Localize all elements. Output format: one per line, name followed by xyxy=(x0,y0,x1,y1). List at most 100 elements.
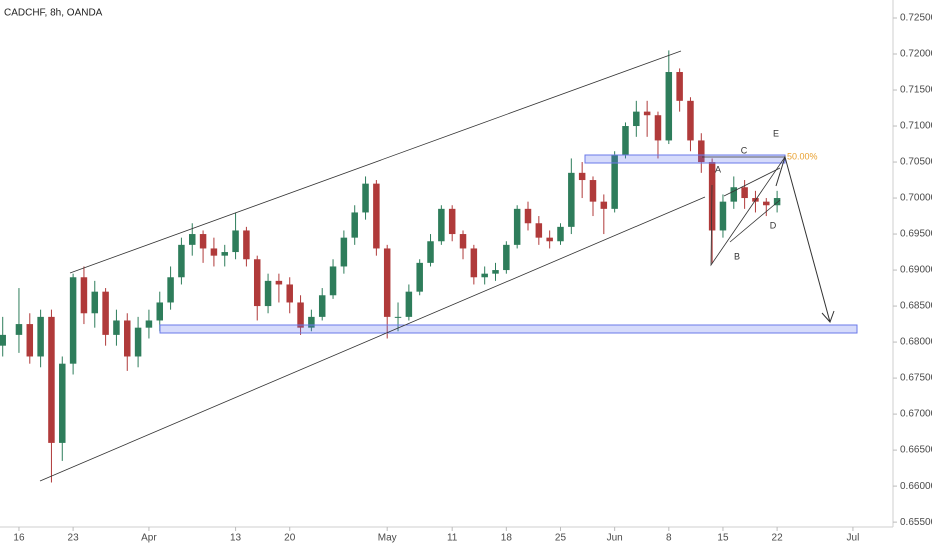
channel-top xyxy=(69,50,682,274)
candle-body xyxy=(351,212,358,238)
candle-body xyxy=(503,244,510,271)
x-tick-label: 18 xyxy=(501,533,513,544)
candle-body xyxy=(275,280,283,285)
x-tick-label: 22 xyxy=(772,533,784,544)
candle-body xyxy=(405,291,413,317)
candle-body xyxy=(416,262,423,292)
resistance-zone xyxy=(584,154,786,164)
wave-label: B xyxy=(734,251,740,261)
channel-bottom xyxy=(39,196,706,482)
candle-body xyxy=(763,201,770,206)
candle-body xyxy=(470,248,478,278)
candle-body xyxy=(221,252,228,256)
candle-body xyxy=(633,111,640,127)
candle-body xyxy=(654,115,662,141)
x-tick-label: 23 xyxy=(68,533,80,544)
candle-body xyxy=(373,183,380,249)
candle-body xyxy=(286,284,293,303)
wave-label: C xyxy=(741,145,748,155)
candle-body xyxy=(188,234,196,245)
candle-body xyxy=(124,320,131,357)
candle-body xyxy=(524,208,532,224)
candle-body xyxy=(643,111,651,116)
candle-body xyxy=(383,248,391,317)
x-tick-label: Apr xyxy=(141,533,157,544)
candle-body xyxy=(719,201,727,231)
wave-label: E xyxy=(773,128,779,138)
y-tick-label: 0.72500 xyxy=(900,13,932,24)
candle-body xyxy=(145,320,153,328)
candle-body xyxy=(243,230,250,260)
candle-body xyxy=(665,72,673,141)
x-tick-label: May xyxy=(378,533,397,544)
candle-body xyxy=(622,126,629,155)
candle-body xyxy=(199,234,207,249)
candle-body xyxy=(329,266,337,296)
candle-body xyxy=(730,187,738,202)
candle-body xyxy=(253,259,261,307)
candle-body xyxy=(48,316,55,443)
candle-body xyxy=(0,334,6,346)
candle-body xyxy=(91,291,99,314)
triangle-upper xyxy=(723,167,781,197)
candle-body xyxy=(557,226,564,242)
candle-body xyxy=(80,277,88,314)
x-tick-label: 25 xyxy=(555,533,567,544)
candle-body xyxy=(232,230,239,253)
candle-body xyxy=(308,316,315,328)
candle-body xyxy=(773,198,781,206)
candle-body xyxy=(459,234,467,249)
fib-label: 50.00% xyxy=(787,151,818,161)
candle-body xyxy=(178,244,185,278)
candle-body xyxy=(59,363,66,443)
candle-body xyxy=(394,316,402,318)
candle-body xyxy=(113,320,120,335)
arrow-head xyxy=(821,310,835,323)
candle-body xyxy=(698,140,705,163)
x-tick-label: 16 xyxy=(13,533,25,544)
candle-body xyxy=(481,273,488,278)
wave-label: A xyxy=(715,164,721,174)
candle-body xyxy=(546,237,553,242)
candle-body xyxy=(264,280,272,307)
triangle-lower xyxy=(729,199,781,243)
candle-body xyxy=(676,72,683,101)
candle-body xyxy=(611,154,618,209)
x-tick-label: 8 xyxy=(666,533,672,544)
x-tick-label: Jul xyxy=(847,533,860,544)
candle-body xyxy=(513,208,521,245)
candle-body xyxy=(167,277,174,303)
candle-body xyxy=(156,302,164,321)
candle-body xyxy=(448,208,456,235)
candle-body xyxy=(69,277,77,364)
candle-body xyxy=(134,327,142,357)
candle-body xyxy=(26,324,34,357)
candle-body xyxy=(297,302,304,328)
x-tick-label: Jun xyxy=(607,533,623,544)
wave-label: D xyxy=(770,220,777,230)
x-tick-label: 11 xyxy=(447,533,458,544)
candle-body xyxy=(492,270,499,274)
x-tick-label: 20 xyxy=(284,533,296,544)
candle-body xyxy=(427,241,434,263)
x-tick-label: 13 xyxy=(230,533,242,544)
candle-body xyxy=(362,183,369,213)
candle-body xyxy=(568,172,575,227)
candle-body xyxy=(15,324,23,335)
candle-body xyxy=(438,208,445,242)
candle-body xyxy=(589,180,597,202)
